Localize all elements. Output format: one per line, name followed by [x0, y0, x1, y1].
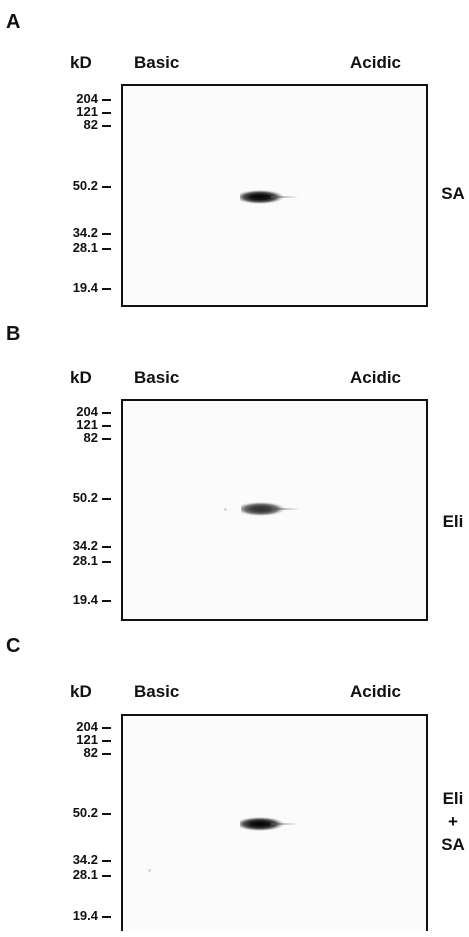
marker-19-4: 19.4: [60, 909, 116, 922]
panel-b: B kD Basic Acidic 204 121 82 50.2 34.2 2…: [0, 313, 469, 623]
marker-tick: [102, 247, 111, 250]
marker-204: 204: [60, 720, 116, 733]
gel-image: [121, 84, 428, 307]
unit-label: kD: [70, 53, 92, 72]
marker-label: 204: [76, 91, 98, 106]
panel-c: C kD Basic Acidic 204 121 82 50.2 34.2 2…: [0, 627, 469, 937]
marker-label: 50.2: [72, 178, 98, 193]
gel-speck: [224, 508, 227, 511]
marker-121: 121: [60, 105, 116, 118]
marker-tick: [102, 98, 111, 101]
protein-spot: [241, 502, 285, 516]
marker-50-2: 50.2: [60, 491, 116, 504]
marker-tick: [102, 560, 111, 563]
marker-tick: [102, 726, 111, 729]
treatment-label: Eli + SA: [437, 787, 469, 856]
marker-50-2: 50.2: [60, 806, 116, 819]
marker-label: 204: [76, 404, 98, 419]
marker-label: 121: [76, 417, 98, 432]
marker-label: 82: [83, 745, 98, 760]
marker-label: 19.4: [72, 592, 98, 607]
marker-tick: [102, 437, 111, 440]
basic-label: Basic: [134, 682, 180, 701]
basic-label: Basic: [134, 53, 180, 72]
spot-streak: [271, 823, 299, 825]
marker-tick: [102, 859, 111, 862]
spot-streak: [271, 196, 299, 198]
marker-28-1: 28.1: [60, 241, 116, 254]
marker-tick: [102, 185, 111, 188]
marker-tick: [102, 111, 111, 114]
marker-label: 50.2: [72, 490, 98, 505]
marker-121: 121: [60, 418, 116, 431]
marker-label: 34.2: [72, 852, 98, 867]
acidic-label: Acidic: [350, 53, 402, 72]
protein-spot: [240, 817, 284, 831]
marker-121: 121: [60, 733, 116, 746]
panel-letter: A: [6, 11, 21, 33]
acidic-label: Acidic: [350, 368, 402, 387]
marker-label: 28.1: [72, 553, 98, 568]
unit-label: kD: [70, 368, 92, 387]
marker-tick: [102, 411, 111, 414]
marker-34-2: 34.2: [60, 853, 116, 866]
gel-speck: [148, 869, 151, 872]
basic-label: Basic: [134, 368, 180, 387]
treatment-line: Eli: [442, 789, 464, 808]
marker-tick: [102, 124, 111, 127]
marker-label: 28.1: [72, 867, 98, 882]
panel-a: A kD Basic Acidic 204 121 82 50.2 34.2 2…: [0, 0, 469, 310]
marker-label: 19.4: [72, 280, 98, 295]
marker-label: 82: [83, 430, 98, 445]
marker-tick: [102, 812, 111, 815]
marker-label: 50.2: [72, 805, 98, 820]
treatment-line: SA: [441, 835, 465, 854]
marker-label: 121: [76, 732, 98, 747]
marker-34-2: 34.2: [60, 226, 116, 239]
marker-82: 82: [60, 431, 116, 444]
marker-label: 204: [76, 719, 98, 734]
gel-image: [121, 399, 428, 621]
protein-spot: [240, 190, 284, 204]
marker-82: 82: [60, 746, 116, 759]
marker-tick: [102, 287, 111, 290]
marker-34-2: 34.2: [60, 539, 116, 552]
marker-82: 82: [60, 118, 116, 131]
marker-tick: [102, 497, 111, 500]
marker-50-2: 50.2: [60, 179, 116, 192]
panel-letter: B: [6, 323, 21, 345]
marker-tick: [102, 232, 111, 235]
treatment-label: Eli: [437, 510, 469, 533]
marker-28-1: 28.1: [60, 868, 116, 881]
marker-204: 204: [60, 92, 116, 105]
marker-tick: [102, 752, 111, 755]
treatment-line: SA: [441, 184, 465, 203]
unit-label: kD: [70, 682, 92, 701]
marker-19-4: 19.4: [60, 593, 116, 606]
marker-label: 34.2: [72, 538, 98, 553]
treatment-line: Eli: [442, 512, 464, 531]
marker-tick: [102, 739, 111, 742]
marker-label: 121: [76, 104, 98, 119]
marker-28-1: 28.1: [60, 554, 116, 567]
panel-letter: C: [6, 635, 21, 657]
marker-tick: [102, 599, 111, 602]
treatment-label: SA: [437, 182, 469, 205]
marker-19-4: 19.4: [60, 281, 116, 294]
marker-label: 19.4: [72, 908, 98, 923]
marker-tick: [102, 424, 111, 427]
marker-204: 204: [60, 405, 116, 418]
marker-label: 82: [83, 117, 98, 132]
spot-streak: [272, 508, 300, 510]
marker-tick: [102, 874, 111, 877]
marker-tick: [102, 915, 111, 918]
marker-label: 28.1: [72, 240, 98, 255]
gel-image: [121, 714, 428, 931]
treatment-line: +: [448, 812, 458, 831]
acidic-label: Acidic: [350, 682, 402, 701]
marker-tick: [102, 545, 111, 548]
marker-label: 34.2: [72, 225, 98, 240]
